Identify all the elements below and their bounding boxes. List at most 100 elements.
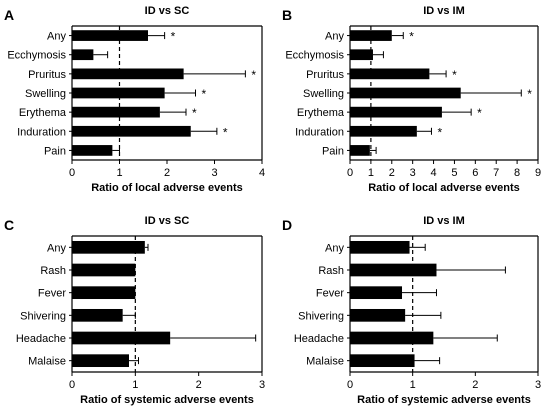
category-label: Fever [38, 288, 66, 300]
bar [350, 286, 403, 300]
category-label: Erythema [297, 107, 345, 119]
category-label: Pain [322, 145, 344, 157]
significance-star: * [437, 125, 442, 139]
bar [72, 87, 165, 99]
bar [72, 49, 94, 61]
bar [350, 240, 410, 254]
category-label: Any [47, 31, 66, 43]
category-label: Induration [295, 126, 344, 138]
x-tick-label: 2 [196, 379, 202, 391]
panel-letter: A [4, 7, 14, 23]
significance-star: * [409, 30, 414, 44]
category-label: Ecchymosis [285, 50, 344, 62]
bar [350, 106, 442, 118]
x-tick-label: 8 [514, 167, 520, 179]
x-tick-label: 3 [259, 379, 265, 391]
x-tick-label: 3 [535, 379, 541, 391]
panel-a: A ID vs SC Any * Ecchymosis Pruritus * Swelling… [4, 5, 265, 194]
panel-letter: C [4, 217, 14, 233]
category-label: Shivering [20, 310, 66, 322]
category-label: Shivering [298, 310, 344, 322]
category-label: Malaise [306, 356, 344, 368]
significance-star: * [527, 87, 532, 101]
bar [72, 240, 145, 254]
bar [72, 354, 129, 368]
bar [350, 331, 434, 345]
x-tick-label: 0 [69, 379, 75, 391]
significance-star: * [452, 68, 457, 82]
category-label: Rash [318, 265, 344, 277]
x-tick-label: 5 [451, 167, 457, 179]
x-tick-label: 0 [69, 167, 75, 179]
bar [350, 263, 437, 277]
category-label: Swelling [25, 88, 66, 100]
significance-star: * [251, 68, 256, 82]
significance-star: * [202, 87, 207, 101]
significance-star: * [171, 30, 176, 44]
x-tick-label: 7 [493, 167, 499, 179]
bar [72, 106, 160, 118]
category-label: Headache [294, 333, 344, 345]
x-tick-label: 6 [472, 167, 478, 179]
bar [72, 331, 171, 345]
category-label: Fever [316, 288, 344, 300]
x-axis-label: Ratio of systemic adverse events [357, 394, 531, 406]
panel-title: ID vs IM [423, 5, 465, 17]
category-label: Rash [40, 265, 66, 277]
x-axis-label: Ratio of systemic adverse events [80, 394, 254, 406]
bar [350, 68, 430, 80]
bar [350, 49, 373, 61]
x-tick-label: 1 [132, 379, 138, 391]
bar [72, 263, 136, 277]
x-tick-label: 4 [259, 167, 265, 179]
panel-c: C ID vs SC Any Rash Fever Shivering Headache Ma… [4, 215, 265, 406]
bar [72, 68, 184, 80]
x-tick-label: 9 [535, 167, 541, 179]
significance-star: * [192, 106, 197, 120]
significance-star: * [477, 106, 482, 120]
category-label: Malaise [28, 356, 66, 368]
x-axis-label: Ratio of local adverse events [91, 182, 243, 194]
category-label: Any [47, 242, 66, 254]
bar [72, 30, 148, 41]
bar [72, 286, 136, 300]
panel-letter: D [282, 217, 292, 233]
x-tick-label: 1 [116, 167, 122, 179]
x-axis-label: Ratio of local adverse events [368, 182, 520, 194]
x-tick-label: 2 [389, 167, 395, 179]
bar [350, 87, 461, 99]
category-label: Any [325, 31, 344, 43]
x-tick-label: 3 [410, 167, 416, 179]
category-label: Pruritus [28, 69, 66, 81]
panel-title: ID vs SC [145, 215, 190, 227]
x-tick-label: 3 [211, 167, 217, 179]
x-tick-label: 0 [347, 167, 353, 179]
category-label: Headache [16, 333, 66, 345]
panel-letter: B [282, 7, 292, 23]
significance-star: * [223, 125, 228, 139]
category-label: Induration [17, 126, 66, 138]
x-tick-label: 1 [368, 167, 374, 179]
panel-title: ID vs SC [145, 5, 190, 17]
x-tick-label: 2 [472, 379, 478, 391]
bar [72, 308, 123, 322]
x-tick-label: 2 [164, 167, 170, 179]
category-label: Pain [44, 145, 66, 157]
category-label: Ecchymosis [7, 50, 66, 62]
category-label: Any [325, 242, 344, 254]
bar [72, 145, 113, 156]
panel-b: B ID vs IM Any * Ecchymosis Pruritus * Swelling… [282, 5, 541, 194]
panel-title: ID vs IM [423, 215, 465, 227]
x-tick-label: 0 [347, 379, 353, 391]
category-label: Pruritus [306, 69, 344, 81]
bar [350, 354, 415, 368]
x-tick-label: 1 [410, 379, 416, 391]
bar [350, 145, 370, 156]
bar [350, 125, 417, 137]
x-tick-label: 4 [430, 167, 436, 179]
bar [350, 308, 406, 322]
panel-d: D ID vs IM Any Rash Fever Shivering Headache Ma… [282, 215, 541, 406]
category-label: Swelling [303, 88, 344, 100]
category-label: Erythema [19, 107, 67, 119]
